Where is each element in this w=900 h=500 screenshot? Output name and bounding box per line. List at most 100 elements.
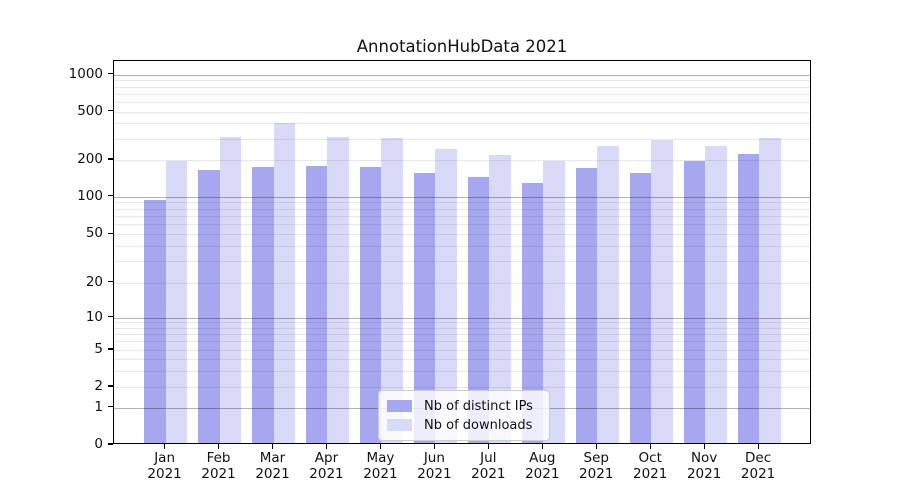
gridline-minor-5 xyxy=(114,350,810,351)
gridline-minor-30 xyxy=(114,261,810,263)
gridline-minor-40 xyxy=(114,245,810,247)
x-axis-label-apr: Apr 2021 xyxy=(309,450,344,482)
y-axis-label-0: 0 xyxy=(94,436,103,452)
x-axis-label-nov: Nov 2021 xyxy=(686,450,722,482)
x-axis-label-jan: Jan 2021 xyxy=(147,450,182,482)
legend-swatch-distinct-ips xyxy=(387,400,412,412)
bar-distinct-ips-jun xyxy=(413,173,436,443)
y-axis-tick-50 xyxy=(108,232,113,234)
y-axis-tick-100 xyxy=(108,195,113,197)
legend-label-distinct-ips: Nb of distinct IPs xyxy=(424,398,533,414)
legend: Nb of distinct IPs Nb of downloads xyxy=(378,390,550,441)
bar-downloads-dec xyxy=(759,138,781,443)
legend-item-distinct-ips: Nb of distinct IPs xyxy=(387,399,541,414)
x-axis-label-oct: Oct 2021 xyxy=(633,450,668,482)
x-axis-label-jul: Jul 2021 xyxy=(471,450,506,482)
x-axis-label-feb: Feb 2021 xyxy=(201,450,236,482)
gridline-minor-300 xyxy=(114,138,810,140)
x-axis-tick-jul xyxy=(487,444,489,449)
y-axis-tick-500 xyxy=(108,109,113,112)
bar-downloads-oct xyxy=(651,140,673,443)
y-axis-label-2: 2 xyxy=(94,378,103,394)
gridline-major-10 xyxy=(114,317,810,319)
y-axis-label-1000: 1000 xyxy=(68,65,103,82)
plot-area xyxy=(113,60,811,444)
legend-swatch-downloads xyxy=(387,419,412,431)
x-axis-tick-oct xyxy=(649,444,651,449)
gridline-minor-60 xyxy=(114,224,810,226)
bar-downloads-feb xyxy=(219,137,242,443)
gridline-minor-200 xyxy=(114,160,810,161)
legend-label-downloads: Nb of downloads xyxy=(424,417,533,433)
gridline-major-100 xyxy=(114,196,810,198)
x-axis-tick-feb xyxy=(217,444,220,449)
y-axis-label-500: 500 xyxy=(77,102,103,119)
gridline-minor-500 xyxy=(114,111,810,113)
gridline-minor-20 xyxy=(114,282,810,284)
gridline-minor-90 xyxy=(114,202,810,204)
gridline-major-1000 xyxy=(114,74,810,76)
bar-downloads-jun xyxy=(435,149,457,443)
y-axis-tick-1 xyxy=(108,405,113,408)
bar-distinct-ips-sep xyxy=(575,168,598,443)
gridline-minor-80 xyxy=(114,208,810,210)
chart-title: AnnotationHubData 2021 xyxy=(356,37,568,56)
bar-distinct-ips-dec xyxy=(737,154,760,443)
x-axis-tick-sep xyxy=(595,444,597,449)
y-axis-tick-2 xyxy=(108,385,113,387)
gridline-minor-70 xyxy=(114,215,810,217)
x-axis-label-mar: Mar 2021 xyxy=(255,450,290,482)
bar-downloads-sep xyxy=(597,146,619,443)
gridline-minor-50 xyxy=(114,234,810,236)
x-axis-label-dec: Dec 2021 xyxy=(740,450,776,482)
bar-distinct-ips-apr xyxy=(305,166,328,443)
bar-distinct-ips-feb xyxy=(197,169,220,443)
bar-downloads-jul xyxy=(489,155,511,443)
x-axis-tick-jan xyxy=(164,444,166,449)
x-axis-tick-aug xyxy=(541,444,543,449)
y-axis-tick-5 xyxy=(108,348,113,350)
y-axis-label-100: 100 xyxy=(77,187,103,204)
x-axis-tick-nov xyxy=(703,444,705,449)
y-axis-label-200: 200 xyxy=(77,151,103,167)
y-axis-tick-0 xyxy=(108,443,113,445)
y-axis-label-5: 5 xyxy=(94,341,103,357)
bar-downloads-may xyxy=(381,138,403,443)
gridline-minor-800 xyxy=(114,86,810,88)
bar-downloads-aug xyxy=(543,160,565,443)
gridline-minor-700 xyxy=(114,93,810,95)
x-axis-label-may: May 2021 xyxy=(363,450,398,482)
x-axis-tick-jun xyxy=(433,444,435,449)
bar-downloads-nov xyxy=(705,146,727,443)
bar-distinct-ips-nov xyxy=(683,160,706,443)
bar-distinct-ips-jan xyxy=(144,200,166,443)
y-axis-label-10: 10 xyxy=(85,308,103,325)
gridline-minor-900 xyxy=(114,80,810,82)
gridline-minor-400 xyxy=(114,123,810,125)
y-axis-tick-200 xyxy=(108,158,113,160)
bar-distinct-ips-oct xyxy=(629,173,652,443)
x-axis-tick-may xyxy=(379,444,381,449)
y-axis-label-50: 50 xyxy=(85,225,103,242)
gridline-minor-8 xyxy=(114,327,810,329)
x-axis-tick-apr xyxy=(325,444,328,449)
bar-downloads-jan xyxy=(165,160,188,443)
legend-item-downloads: Nb of downloads xyxy=(387,418,541,433)
bar-distinct-ips-mar xyxy=(251,166,274,443)
y-axis-tick-20 xyxy=(108,280,113,283)
bar-downloads-mar xyxy=(273,122,296,443)
y-axis-label-1: 1 xyxy=(94,398,103,415)
bar-distinct-ips-jul xyxy=(467,176,490,443)
y-axis-label-20: 20 xyxy=(85,273,103,290)
gridline-minor-4 xyxy=(114,359,810,360)
gridline-minor-2 xyxy=(114,387,810,388)
x-axis-label-aug: Aug 2021 xyxy=(525,450,560,482)
gridline-minor-9 xyxy=(114,322,810,324)
gridline-minor-600 xyxy=(114,101,810,103)
gridline-minor-6 xyxy=(114,341,810,343)
gridline-minor-7 xyxy=(114,334,810,336)
gridline-minor-3 xyxy=(114,370,810,372)
bar-downloads-apr xyxy=(327,137,350,443)
x-axis-tick-dec xyxy=(757,444,759,449)
